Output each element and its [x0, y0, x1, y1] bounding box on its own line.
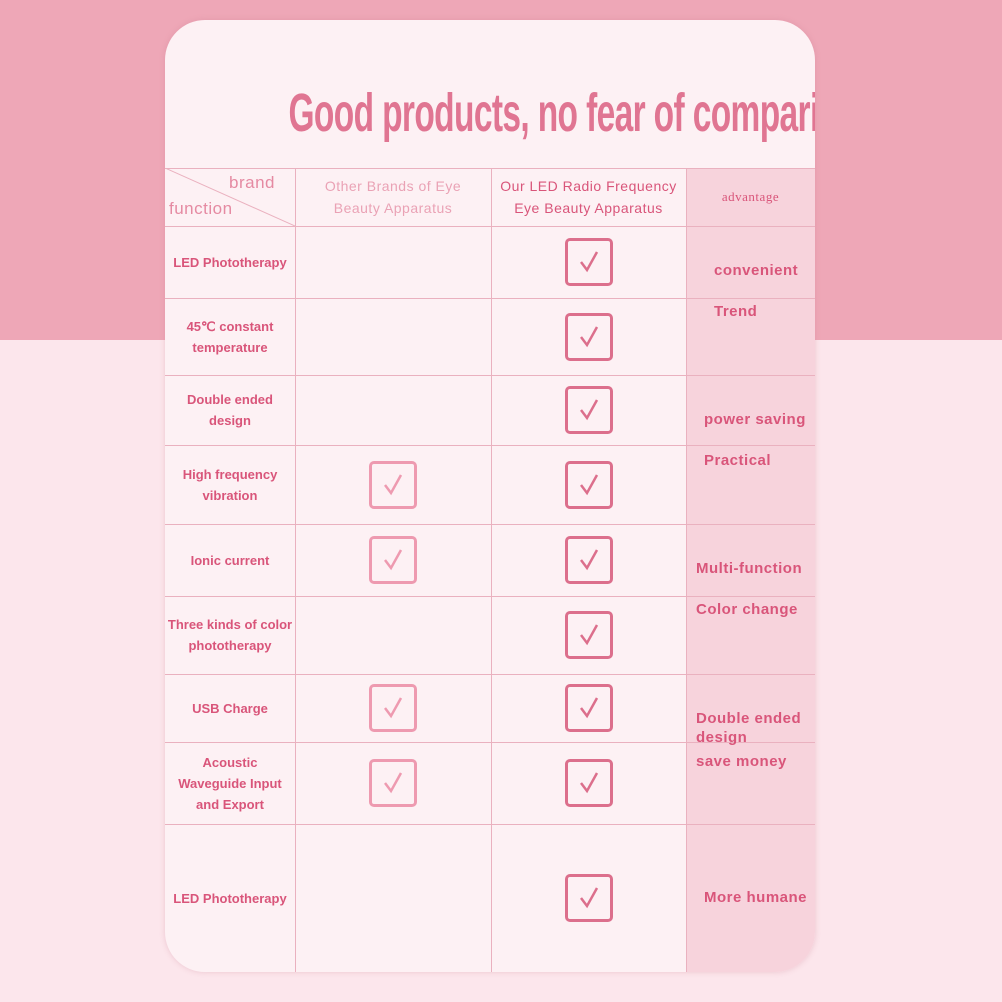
advantage-column: [686, 168, 815, 972]
checkbox-ours: [564, 536, 613, 584]
checkbox-ours: [564, 874, 613, 922]
diagonal: [165, 168, 295, 226]
advantage-header: advantage: [721, 189, 780, 204]
feature: Double ended design: [187, 392, 273, 428]
checkmark: [384, 697, 403, 719]
checkmark: [384, 473, 403, 495]
checkbox-ours: [564, 386, 613, 434]
row-line: [165, 824, 815, 825]
checkbox-other: [369, 759, 417, 807]
checkmark: [384, 549, 403, 571]
advantage-text: Multi-function: [696, 560, 803, 577]
row-line: [165, 168, 815, 169]
checkbox-ours: [564, 238, 613, 286]
row-line: [165, 524, 815, 525]
col-line: [491, 168, 492, 972]
checkbox-other: [369, 536, 417, 584]
card: Good products, no fear of comparison bra…: [165, 20, 815, 972]
advantage-text: Practical: [704, 451, 772, 469]
col-line: [295, 168, 296, 972]
row-line: [165, 375, 815, 376]
advantage-text: Double ended design: [696, 710, 802, 746]
row-line: [165, 445, 815, 446]
row-line: [165, 596, 815, 597]
checkbox-ours: [564, 460, 613, 509]
feature: High frequency vibration: [182, 466, 278, 503]
feature: USB Charge: [192, 700, 268, 716]
brand-label: brand: [229, 173, 275, 192]
row-line: [165, 742, 815, 743]
function-label: function: [169, 199, 233, 218]
feature: Acoustic Waveguide Input and Export: [178, 754, 282, 812]
checkmark: [579, 697, 598, 719]
checkbox-other: [369, 460, 417, 509]
advantage-text: save money: [696, 753, 787, 770]
row-line: [165, 674, 815, 675]
checkbox-ours: [564, 759, 613, 807]
checkmark: [579, 399, 598, 421]
feature: Ionic current: [190, 552, 270, 568]
checkmark: [579, 473, 598, 495]
advantage-text: Trend: [714, 302, 758, 320]
ours-header: Our LED Radio Frequency Eye Beauty Appar…: [500, 178, 677, 216]
checkmark: [579, 251, 598, 273]
col-line: [686, 168, 687, 972]
checkmark: [579, 772, 598, 794]
feature: LED Phototherapy: [173, 254, 287, 270]
row-line: [165, 298, 815, 299]
checkmark: [384, 772, 403, 794]
row-line: [165, 226, 815, 227]
feature: 45℃ constant temperature: [186, 318, 274, 355]
other-header: Other Brands of Eye Beauty Apparatus: [324, 178, 462, 216]
checkmark: [579, 549, 598, 571]
checkmark: [579, 325, 598, 347]
advantage-text: Color change: [696, 601, 798, 618]
checkbox-ours: [564, 684, 613, 732]
title: Good products, no fear of comparison: [288, 83, 816, 143]
checkbox-ours: [564, 611, 613, 659]
checkmark: [579, 887, 598, 909]
checkbox-other: [369, 684, 417, 732]
advantage-text: convenient: [714, 261, 799, 279]
advantage-text: More humane: [704, 889, 808, 906]
checkmark: [579, 624, 598, 646]
advantage-text: power saving: [704, 410, 806, 428]
feature: Three kinds of color phototherapy: [167, 617, 293, 653]
feature: LED Phototherapy: [173, 890, 287, 906]
checkbox-ours: [564, 312, 613, 361]
